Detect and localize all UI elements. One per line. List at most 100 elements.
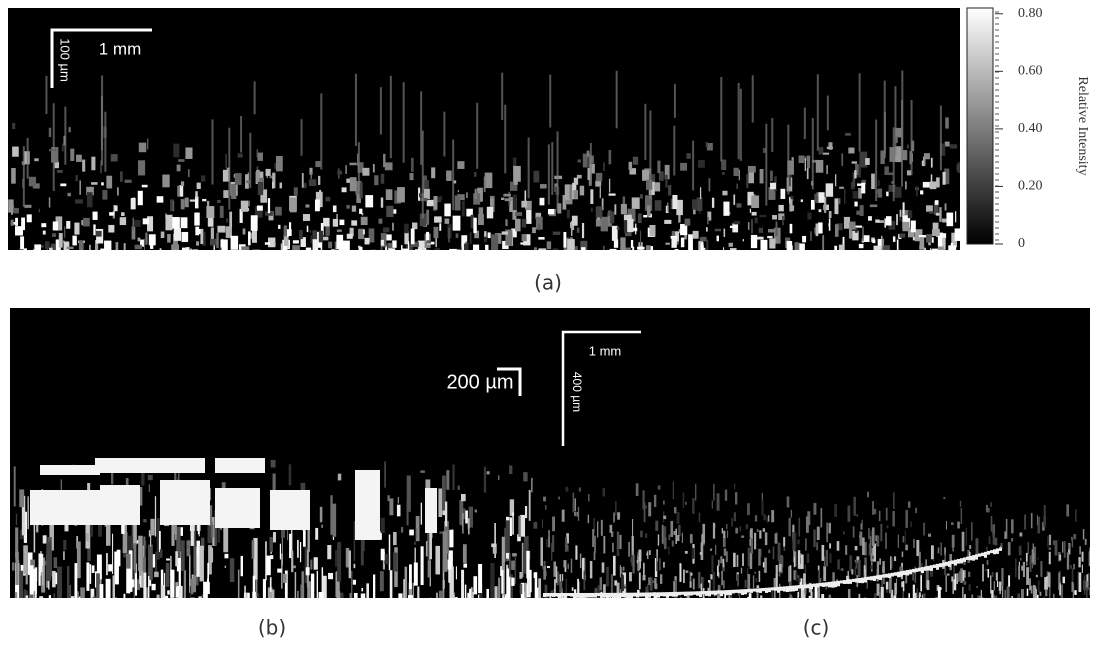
- speckle: [461, 235, 468, 250]
- speckle: [982, 564, 984, 582]
- speckle: [848, 147, 855, 154]
- speckle: [793, 556, 795, 568]
- bright-edge: [627, 592, 630, 598]
- speckle: [1073, 533, 1077, 540]
- speckle: [1052, 540, 1056, 545]
- speckle: [332, 218, 339, 227]
- speckle: [547, 209, 555, 215]
- speckle: [990, 515, 993, 532]
- speckle: [378, 218, 383, 224]
- speckle: [1084, 538, 1087, 545]
- speckle: [15, 513, 18, 526]
- speckle: [320, 236, 329, 241]
- speckle: [193, 530, 196, 568]
- speckle: [361, 212, 364, 216]
- speckle: [420, 197, 428, 202]
- speckle: [736, 203, 742, 208]
- speckle: [515, 218, 521, 232]
- speckle: [133, 510, 137, 545]
- speckle: [612, 542, 614, 553]
- speckle: [775, 221, 778, 236]
- speckle: [916, 540, 920, 557]
- speckle: [804, 564, 807, 574]
- speckle: [862, 226, 864, 241]
- speckle: [744, 579, 747, 588]
- bright-edge: [687, 591, 690, 596]
- speckle: [821, 544, 825, 561]
- speckle: [957, 521, 960, 529]
- speckle: [959, 500, 962, 507]
- speckle: [79, 180, 81, 195]
- speckle: [878, 510, 881, 522]
- speckle: [643, 214, 648, 218]
- speckle: [758, 548, 761, 566]
- speckle: [25, 595, 28, 598]
- speckle: [901, 581, 904, 588]
- speckle: [713, 483, 715, 501]
- speckle: [351, 205, 357, 212]
- speckle: [734, 492, 738, 505]
- bright-edge: [780, 586, 783, 591]
- speckle: [384, 162, 393, 171]
- speckle: [283, 234, 289, 249]
- speckle: [852, 172, 856, 188]
- speckle: [747, 547, 750, 567]
- speckle: [1085, 587, 1088, 598]
- streak: [739, 88, 742, 161]
- speckle: [1020, 588, 1024, 598]
- speckle: [408, 594, 413, 598]
- speckle: [439, 531, 443, 534]
- speckle: [328, 241, 333, 249]
- speckle: [15, 226, 23, 236]
- speckle: [659, 574, 663, 584]
- speckle: [729, 248, 737, 250]
- speckle: [186, 540, 191, 557]
- speckle: [873, 543, 877, 562]
- speckle: [33, 249, 40, 250]
- speckle: [251, 540, 255, 559]
- speckle: [663, 500, 665, 505]
- speckle: [863, 573, 866, 578]
- bright-edge: [645, 592, 648, 598]
- speckle: [210, 547, 214, 563]
- speckle: [116, 549, 121, 567]
- speckle: [486, 588, 489, 598]
- speckle: [935, 596, 938, 598]
- speckle: [520, 514, 526, 537]
- speckle: [818, 192, 825, 203]
- speckle: [575, 246, 578, 250]
- speckle: [298, 230, 303, 240]
- tick-label: 0.60: [1018, 64, 1043, 79]
- speckle: [151, 583, 156, 591]
- speckle: [396, 504, 401, 517]
- speckle: [139, 486, 143, 506]
- speckle: [679, 563, 682, 582]
- speckle: [342, 251, 348, 264]
- speckle: [252, 249, 261, 250]
- speckle: [842, 236, 845, 245]
- bright-edge: [774, 587, 777, 591]
- speckle: [957, 162, 960, 173]
- speckle: [32, 183, 40, 189]
- speckle: [844, 188, 846, 204]
- speckle: [240, 200, 249, 212]
- speckle: [40, 244, 44, 248]
- speckle: [349, 162, 357, 166]
- speckle: [597, 521, 599, 538]
- speckle: [10, 219, 14, 226]
- speckle: [359, 208, 363, 214]
- speckle: [627, 218, 634, 233]
- speckle: [294, 572, 297, 598]
- speckle: [986, 507, 990, 513]
- speckle: [462, 544, 467, 563]
- speckle: [824, 556, 826, 568]
- speckle: [684, 597, 688, 598]
- speckle: [237, 569, 240, 598]
- speckle: [647, 550, 649, 560]
- speckle: [1048, 584, 1051, 598]
- speckle: [348, 550, 351, 579]
- speckle: [578, 487, 582, 492]
- speckle: [240, 555, 244, 577]
- speckle: [538, 248, 547, 250]
- speckle: [478, 594, 480, 598]
